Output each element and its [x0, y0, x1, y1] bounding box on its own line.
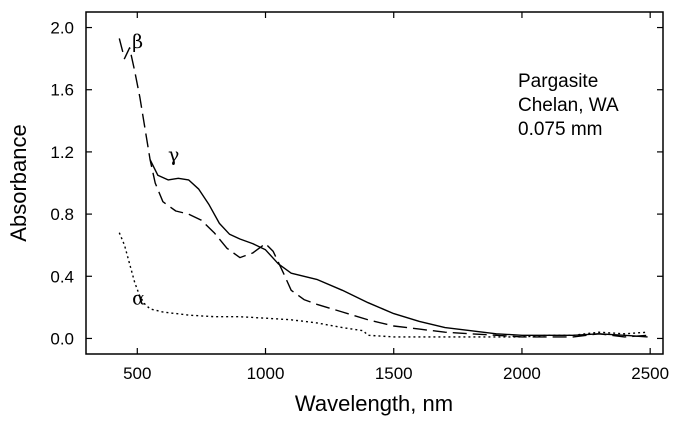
x-axis-title: Wavelength, nm	[295, 391, 453, 416]
y-tick-label: 0.4	[50, 267, 74, 286]
x-tick-label: 2000	[503, 364, 541, 383]
ticks-layer: 500 1000 1500 2000 2500 0.0 0.4 0.8 1.2 1.6 2.0	[50, 12, 669, 383]
series-label: α	[132, 287, 145, 309]
x-tick-label: 1500	[375, 364, 413, 383]
annotation-line-1: Pargasite	[518, 71, 598, 92]
y-axis-title: Absorbance	[6, 124, 31, 241]
sample-annotation: Pargasite Chelan, WA 0.075 mm	[518, 71, 619, 140]
x-tick-label: 500	[123, 364, 151, 383]
series-label: γ	[168, 144, 179, 166]
annotation-line-2: Chelan, WA	[518, 95, 619, 116]
series-line-solid	[149, 159, 648, 338]
series-label: β	[132, 31, 143, 53]
y-tick-label: 1.6	[50, 81, 74, 100]
plot-frame	[85, 11, 664, 355]
series-layer: β γ α	[118, 31, 648, 338]
series-line-long-dash	[118, 38, 648, 338]
annotation-line-3: 0.075 mm	[518, 119, 602, 140]
series-line-dotted	[118, 232, 648, 338]
y-tick-label: 2.0	[50, 19, 74, 38]
x-tick-label: 1000	[247, 364, 285, 383]
x-tick-label: 2500	[631, 364, 669, 383]
y-tick-label: 0.0	[50, 329, 74, 348]
y-tick-label: 1.2	[50, 143, 74, 162]
y-tick-label: 0.8	[50, 205, 74, 224]
